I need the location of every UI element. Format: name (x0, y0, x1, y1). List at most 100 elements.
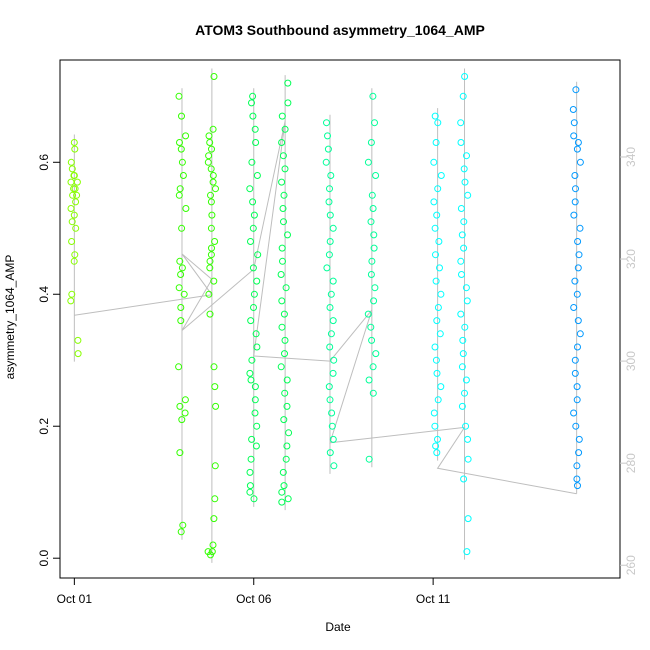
data-point (278, 498, 286, 506)
y-axis-label: asymmetry_1064_AMP (3, 255, 17, 380)
data-point (325, 251, 333, 259)
data-point (248, 158, 256, 166)
data-point (572, 86, 580, 94)
data-point (326, 343, 334, 351)
data-point (250, 495, 258, 503)
data-point (72, 224, 80, 232)
y-tick-label: 0.0 (37, 550, 51, 567)
data-point (67, 158, 75, 166)
data-point (251, 125, 259, 133)
data-point (68, 238, 76, 245)
data-point (68, 218, 76, 226)
data-point (457, 139, 465, 146)
data-point (329, 277, 337, 285)
data-point (278, 244, 286, 252)
data-point (325, 198, 333, 206)
data-point (326, 396, 334, 404)
data-point (576, 224, 584, 232)
data-point (461, 389, 468, 397)
data-point (432, 442, 440, 450)
data-point (68, 290, 76, 298)
data-point (278, 139, 286, 146)
data-point (181, 409, 189, 417)
data-point (573, 145, 581, 153)
data-point (323, 119, 330, 127)
data-point (430, 409, 438, 417)
data-point (280, 310, 288, 318)
data-point (278, 488, 286, 496)
data-point (437, 172, 445, 179)
chart-title: ATOM3 Southbound asymmetry_1064_AMP (195, 22, 485, 38)
data-point (572, 185, 579, 193)
data-point (368, 191, 376, 199)
data-point (281, 165, 289, 173)
data-point (178, 158, 186, 166)
data-point (371, 119, 378, 127)
data-point (460, 165, 468, 173)
data-point (433, 211, 441, 219)
data-point (430, 198, 438, 206)
data-point (212, 402, 220, 410)
data-point (572, 422, 580, 430)
data-point (277, 271, 285, 278)
data-point (370, 244, 378, 252)
data-point (176, 257, 184, 265)
data-point (67, 178, 75, 186)
data-point (278, 297, 286, 305)
data-point (279, 205, 287, 212)
data-point (327, 290, 335, 298)
data-point (330, 356, 338, 364)
y-tick-label: 0.6 (37, 154, 51, 171)
data-point (208, 244, 215, 252)
data-point (67, 297, 75, 305)
right-tick-label: 340 (624, 147, 638, 167)
data-point (72, 198, 80, 206)
data-point (434, 396, 442, 404)
data-point (254, 251, 262, 259)
data-point (367, 139, 375, 146)
data-point (249, 264, 257, 272)
data-point (463, 152, 470, 160)
data-point (284, 99, 292, 107)
data-point (369, 389, 377, 397)
data-point (461, 73, 469, 80)
data-point (576, 330, 584, 338)
data-point (70, 257, 78, 265)
data-point (248, 356, 256, 364)
data-point (278, 178, 286, 186)
data-point (570, 132, 578, 140)
data-point (246, 482, 254, 490)
data-point (369, 205, 377, 212)
data-point (212, 185, 219, 193)
data-point (431, 224, 439, 232)
data-point (464, 515, 472, 523)
data-point (250, 304, 257, 311)
data-point (208, 145, 215, 153)
series-line (74, 121, 577, 495)
data-point (279, 468, 287, 476)
data-point (281, 336, 289, 344)
data-point (181, 396, 189, 404)
data-point (462, 422, 470, 430)
data-point (329, 224, 337, 232)
data-point (574, 139, 582, 146)
data-point (571, 369, 579, 377)
data-point (432, 139, 440, 146)
data-point (252, 442, 260, 450)
data-point (434, 119, 442, 127)
data-point (329, 369, 337, 377)
data-point (460, 244, 468, 252)
data-point (460, 475, 468, 483)
data-point (207, 191, 214, 199)
data-point (253, 343, 261, 351)
y-axis: 0.0 0.2 0.4 0.6 (37, 154, 60, 567)
data-point (326, 185, 333, 193)
data-point (573, 396, 581, 404)
data-point (463, 297, 471, 305)
data-point (204, 158, 212, 166)
data-point (211, 238, 219, 245)
data-point (179, 172, 187, 179)
data-point (570, 211, 578, 219)
data-point (329, 435, 337, 443)
right-tick-label: 300 (624, 351, 638, 371)
